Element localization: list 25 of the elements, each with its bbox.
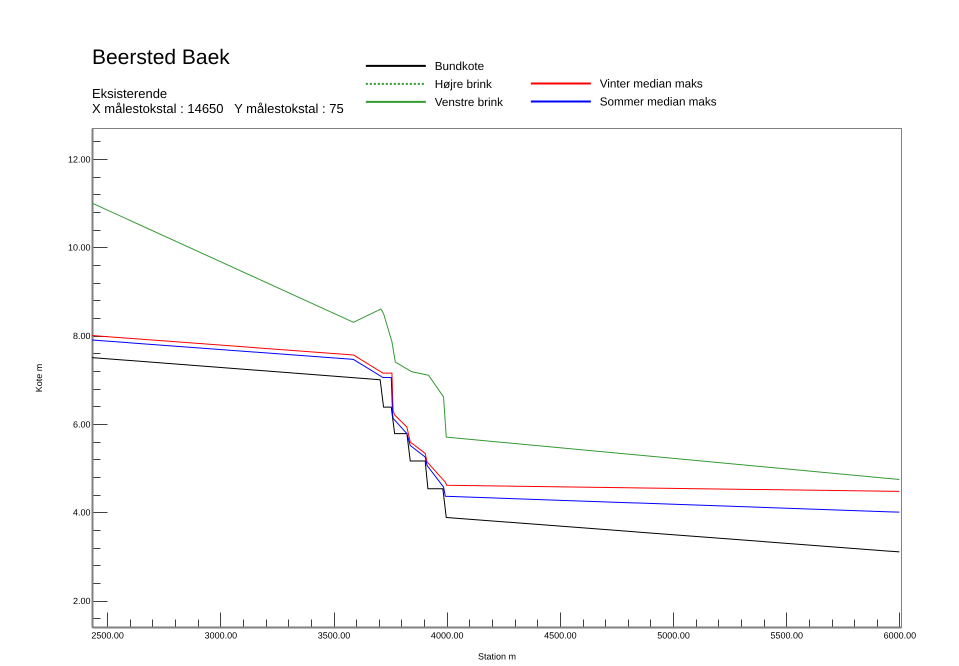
legend-label: Højre brink	[434, 78, 492, 91]
x-tick-label: 3000.00	[204, 630, 238, 640]
line-series	[92, 202, 900, 480]
legend-label: Sommer median maks	[600, 96, 717, 109]
chart-title: Beersted Baek	[92, 46, 230, 69]
legend-label: Venstre brink	[434, 96, 504, 109]
x-tick-label: 5500.00	[770, 630, 804, 640]
legend-label: Vinter median maks	[600, 78, 703, 91]
x-tick-label: 5000.00	[657, 630, 690, 640]
y-tick-label: 6.00	[72, 419, 90, 430]
y-tick-label: 4.00	[72, 508, 90, 518]
x-tick-label: 6000.00	[884, 630, 916, 640]
y-tick-label: 10.00	[68, 242, 90, 253]
legend-label: Bundkote	[434, 60, 484, 73]
chart-subtitle: Eksisterende X målestokstal : 14650 Y målestokstal : 75	[92, 86, 344, 116]
x-tick-label: 4500.00	[544, 630, 577, 640]
y-tick-label: 2.00	[72, 596, 90, 606]
y-axis-title: Kote m	[34, 364, 44, 392]
y-tick-label: 8.00	[72, 331, 90, 342]
x-axis-title: Station m	[478, 652, 516, 662]
x-tick-label: 4000.00	[430, 630, 464, 640]
y-tick-label: 12.00	[68, 154, 90, 164]
line-series	[92, 357, 900, 552]
x-tick-label: 2500.00	[91, 630, 124, 640]
x-tick-label: 3500.00	[318, 630, 350, 640]
